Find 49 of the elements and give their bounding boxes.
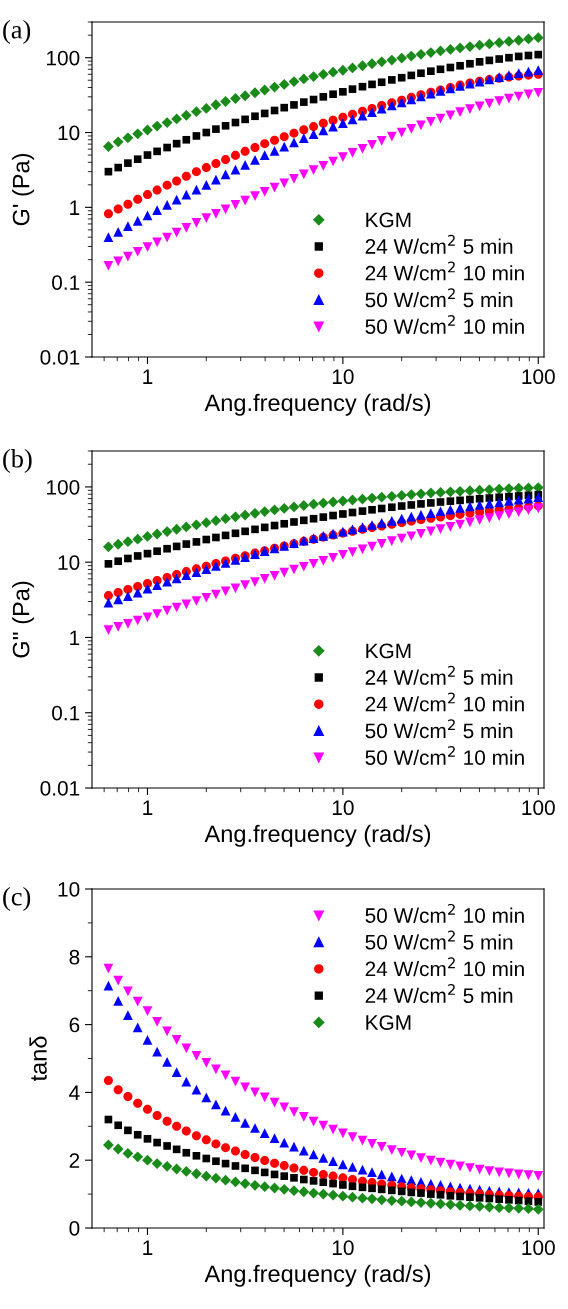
legend-label: 24 W/cm$^{2}$ 10 min (365, 261, 524, 281)
x-tick-label: 100 (522, 1240, 555, 1256)
x-axis-title: Ang.frequency (rad/s) (204, 824, 431, 847)
y-tick-label: 4 (69, 1085, 80, 1100)
y-tick-label: 8 (69, 949, 80, 965)
x-tick-label: 100 (522, 800, 555, 816)
y-tick-label: 10 (58, 882, 80, 897)
y-axis-title: tanδ (29, 1036, 47, 1082)
x-tick-label: 1 (143, 800, 153, 815)
x-axis-title: Ang.frequency (rad/s) (204, 393, 431, 416)
legend-label: KGM (366, 1015, 411, 1030)
y-tick-label: 10 (58, 555, 80, 570)
y-tick-label: 0.01 (40, 350, 80, 365)
y-axis-title: G' (Pa) (12, 153, 35, 226)
legend-label: 50 W/cm$^{2}$ 10 min (365, 903, 524, 923)
legend-label: 24 W/cm$^{2}$ 10 min (365, 957, 524, 977)
x-tick-label: 10 (332, 800, 354, 816)
x-tick-label: 10 (332, 1240, 354, 1256)
legend-label: 24 W/cm$^{2}$ 5 min (365, 234, 513, 254)
x-tick-label: 100 (522, 369, 555, 385)
x-tick-label: 1 (143, 369, 153, 384)
legend-label: KGM (366, 212, 411, 228)
y-tick-label: 0.1 (52, 705, 80, 721)
y-tick-label: 1 (70, 200, 80, 215)
y-axis-title: G'' (Pa) (12, 581, 35, 658)
y-tick-label: 1 (70, 630, 80, 646)
y-tick-label: 0.01 (40, 781, 80, 796)
legend-label: 50 W/cm$^{2}$ 10 min (365, 745, 524, 765)
legend-label: 24 W/cm$^{2}$ 5 min (365, 665, 513, 685)
y-tick-label: 6 (69, 1017, 80, 1033)
x-axis-title: Ang.frequency (rad/s) (204, 1264, 431, 1287)
legend-label: 24 W/cm$^{2}$ 10 min (365, 692, 524, 712)
chart-title: (b) (3, 449, 32, 473)
x-tick-label: 1 (143, 1240, 153, 1255)
y-tick-label: 10 (58, 125, 80, 141)
y-tick-label: 0.1 (52, 275, 80, 290)
legend-label: 24 W/cm$^{2}$ 5 min (365, 984, 513, 1004)
y-tick-label: 100 (47, 50, 80, 66)
y-tick-label: 2 (69, 1153, 80, 1168)
legend-label: 50 W/cm$^{2}$ 5 min (365, 288, 513, 308)
legend-label: 50 W/cm$^{2}$ 5 min (365, 719, 513, 739)
chart-title: (c) (3, 887, 31, 911)
legend-label: 50 W/cm$^{2}$ 10 min (365, 314, 524, 334)
legend-label: KGM (366, 643, 411, 659)
y-tick-label: 100 (47, 479, 80, 495)
x-tick-label: 10 (332, 369, 354, 385)
y-tick-label: 0 (69, 1221, 80, 1236)
chart-title: (a) (3, 20, 31, 44)
legend-label: 50 W/cm$^{2}$ 5 min (365, 930, 513, 950)
